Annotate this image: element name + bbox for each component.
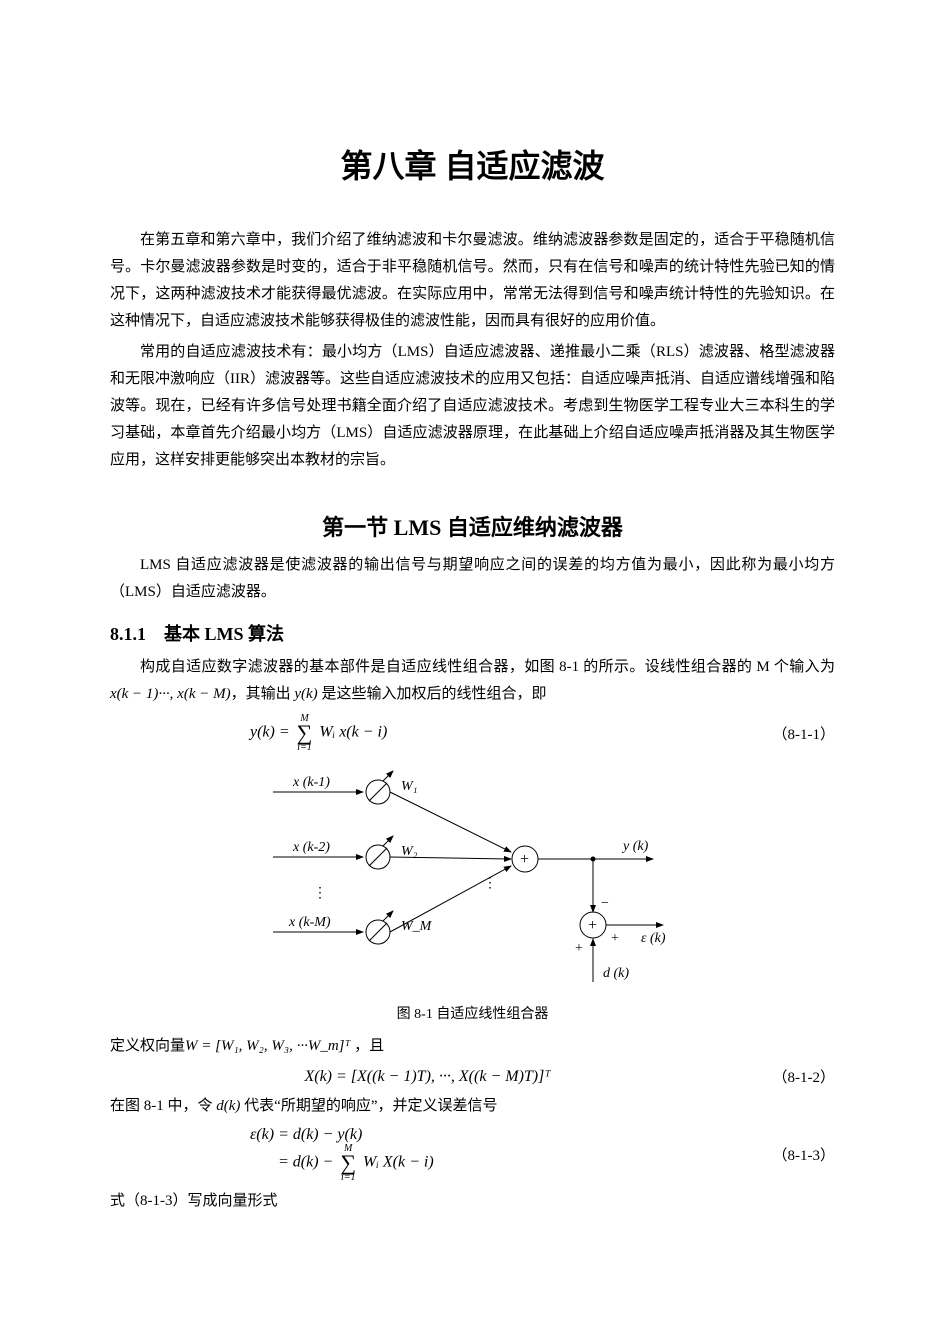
equation-body: ε(k) = d(k) − y(k) = d(k) − M ∑ i=1 Wᵢ X… <box>110 1126 745 1182</box>
label-x1: x (k-1) <box>292 775 330 790</box>
eq-lhs: y(k) = <box>250 724 294 741</box>
sum-lower: i=1 <box>297 743 312 752</box>
equation-number: （8-1-3） <box>745 1144 835 1165</box>
math-inputs: x(k − 1)···, x(k − M) <box>110 686 231 702</box>
equation-8-1-1: y(k) = M ∑ i=1 Wᵢ x(k − i) （8-1-1） <box>110 714 835 752</box>
plus-icon-1: + <box>520 851 529 868</box>
equation-body: X(k) = [X((k − 1)T), ···, X((k − M)T)]ᵀ <box>110 1068 745 1086</box>
label-wm: W_M <box>401 919 433 934</box>
sum-lower: i=1 <box>341 1173 356 1182</box>
vdots-2: ⋮ <box>483 876 497 891</box>
define-weight-vector: 定义权向量W = [W₁, W₂, W₃, ···W_m]ᵀ ，且 <box>110 1033 835 1060</box>
equation-number: （8-1-2） <box>745 1066 835 1087</box>
sum-symbol: M ∑ i=1 <box>297 714 313 752</box>
intro-paragraph-2: 常用的自适应滤波技术有：最小均方（LMS）自适应滤波器、递推最小二乘（RLS）滤… <box>110 339 835 474</box>
eq-frag: = d(k) − <box>278 1154 337 1171</box>
label-xm: x (k-M) <box>288 915 331 930</box>
sigma-icon: ∑ <box>340 1153 356 1173</box>
vector-form-text: 式（8-1-3）写成向量形式 <box>110 1188 835 1215</box>
equation-8-1-3: ε(k) = d(k) − y(k) = d(k) − M ∑ i=1 Wᵢ X… <box>110 1126 835 1182</box>
subsection-8-1-1-title: 8.1.1 基本 LMS 算法 <box>110 620 835 646</box>
eq-rhs: Wᵢ x(k − i) <box>319 724 387 741</box>
intro-paragraph-1: 在第五章和第六章中，我们介绍了维纳滤波和卡尔曼滤波。维纳滤波器参数是固定的，适合… <box>110 227 835 335</box>
label-ek: ε (k) <box>641 931 666 946</box>
label-yk: y (k) <box>621 839 649 854</box>
text-frag: 代表“所期望的响应”，并定义误差信号 <box>240 1098 497 1114</box>
text-frag: ，其输出 <box>231 686 295 702</box>
minus-label: − <box>601 896 609 911</box>
label-dk: d (k) <box>603 966 629 981</box>
text-frag: 是这些输入加权后的线性组合，即 <box>318 686 547 702</box>
eq-line-1: ε(k) = d(k) − y(k) <box>250 1126 745 1144</box>
math-dk: d(k) <box>216 1098 240 1114</box>
subsection-8-1-1-paragraph: 构成自适应数字滤波器的基本部件是自适应线性组合器，如图 8-1 的所示。设线性组… <box>110 654 835 708</box>
figure-8-1: x (k-1) W₁ x (k-2) W₂ ⋮ ⋮ x (k-M) W_M <box>110 762 835 997</box>
eq-line-2: = d(k) − M ∑ i=1 Wᵢ X(k − i) <box>250 1144 745 1182</box>
figure-8-1-caption: 图 8-1 自适应线性组合器 <box>110 1003 835 1023</box>
text-frag: 构成自适应数字滤波器的基本部件是自适应线性组合器，如图 8-1 的所示。设线性组… <box>140 659 835 675</box>
label-x2: x (k-2) <box>292 840 330 855</box>
equation-number: （8-1-1） <box>745 723 835 744</box>
sigma-icon: ∑ <box>297 723 313 743</box>
plus-icon-2: + <box>588 917 597 934</box>
section-1-paragraph: LMS 自适应滤波器是使滤波器的输出信号与期望响应之间的误差的均方值为最小，因此… <box>110 552 835 606</box>
equation-8-1-2: X(k) = [X((k − 1)T), ···, X((k − M)T)]ᵀ … <box>110 1066 835 1087</box>
sum-symbol: M ∑ i=1 <box>340 1144 356 1182</box>
equation-body: y(k) = M ∑ i=1 Wᵢ x(k − i) <box>110 714 745 752</box>
math-yk: y(k) <box>294 686 317 702</box>
section-1-title: 第一节 LMS 自适应维纳滤波器 <box>110 510 835 542</box>
text-frag: ，且 <box>350 1038 384 1054</box>
math-weight-vector: W = [W₁, W₂, W₃, ···W_m]ᵀ <box>185 1038 350 1054</box>
label-w1: W₁ <box>401 779 418 794</box>
text-frag: 定义权向量 <box>110 1038 185 1054</box>
define-error-signal: 在图 8-1 中，令 d(k) 代表“所期望的响应”，并定义误差信号 <box>110 1093 835 1120</box>
text-frag: 在图 8-1 中，令 <box>110 1098 216 1114</box>
eq-frag: Wᵢ X(k − i) <box>363 1154 434 1171</box>
plus-label-e: + <box>611 931 619 946</box>
chapter-title: 第八章 自适应滤波 <box>110 141 835 187</box>
document-page: 第八章 自适应滤波 在第五章和第六章中，我们介绍了维纳滤波和卡尔曼滤波。维纳滤波… <box>0 0 945 1279</box>
adaptive-combiner-diagram: x (k-1) W₁ x (k-2) W₂ ⋮ ⋮ x (k-M) W_M <box>253 762 693 992</box>
vdots-1: ⋮ <box>313 886 327 901</box>
plus-label-d: + <box>575 941 583 956</box>
